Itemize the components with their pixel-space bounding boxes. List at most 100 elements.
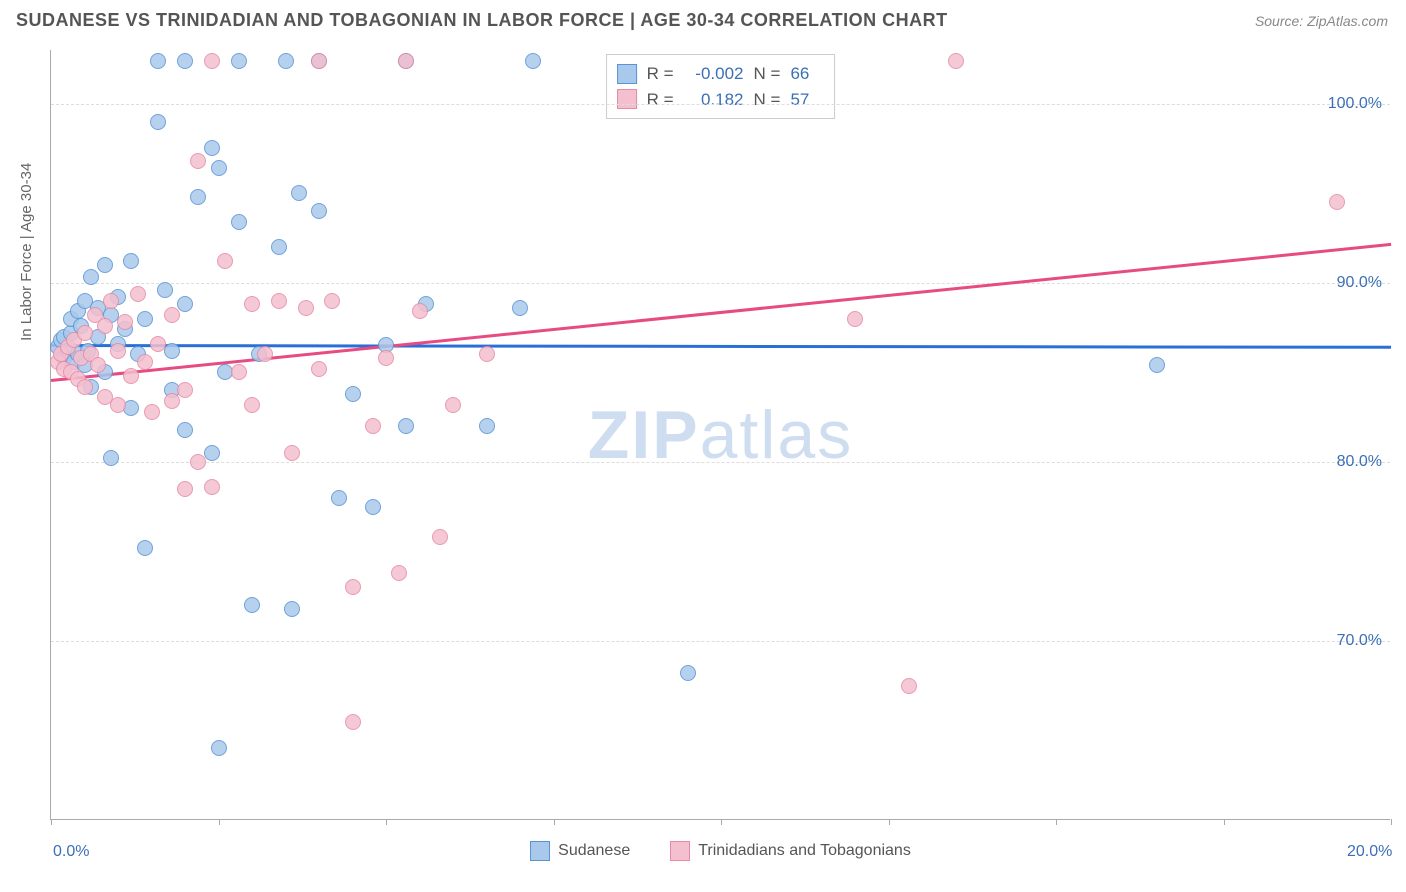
- y-tick-label: 100.0%: [1328, 95, 1382, 113]
- point-sudanese: [157, 282, 173, 298]
- point-sudanese: [231, 53, 247, 69]
- point-trinidadian: [150, 336, 166, 352]
- legend-label: Trinidadians and Tobagonians: [698, 842, 911, 860]
- point-trinidadian: [103, 293, 119, 309]
- point-sudanese: [177, 422, 193, 438]
- legend-item-trinidadian: Trinidadians and Tobagonians: [670, 841, 911, 861]
- gridline-h: [51, 104, 1390, 105]
- stat-r-sudanese: -0.002: [684, 61, 744, 87]
- y-tick-label: 80.0%: [1337, 453, 1382, 471]
- point-sudanese: [190, 189, 206, 205]
- y-tick-label: 90.0%: [1337, 274, 1382, 292]
- point-trinidadian: [123, 368, 139, 384]
- point-trinidadian: [117, 314, 133, 330]
- x-tick: [1224, 819, 1225, 825]
- stat-label-n: N =: [754, 87, 781, 113]
- x-tick-label: 0.0%: [53, 843, 89, 861]
- point-trinidadian: [177, 382, 193, 398]
- point-sudanese: [177, 296, 193, 312]
- point-trinidadian: [164, 393, 180, 409]
- point-sudanese: [291, 185, 307, 201]
- point-trinidadian: [190, 454, 206, 470]
- point-sudanese: [150, 114, 166, 130]
- chart-title: SUDANESE VS TRINIDADIAN AND TOBAGONIAN I…: [16, 10, 948, 31]
- point-trinidadian: [257, 346, 273, 362]
- x-tick: [554, 819, 555, 825]
- point-sudanese: [137, 311, 153, 327]
- stats-row-trinidadian: R = 0.182 N = 57: [617, 87, 821, 113]
- stat-label-n: N =: [754, 61, 781, 87]
- point-trinidadian: [144, 404, 160, 420]
- point-trinidadian: [244, 397, 260, 413]
- point-sudanese: [331, 490, 347, 506]
- point-trinidadian: [847, 311, 863, 327]
- point-trinidadian: [398, 53, 414, 69]
- stat-n-trinidadian: 57: [790, 87, 820, 113]
- point-sudanese: [271, 239, 287, 255]
- swatch-trinidadian: [617, 89, 637, 109]
- point-sudanese: [311, 203, 327, 219]
- trendline-sudanese: [51, 344, 1391, 348]
- stats-row-sudanese: R = -0.002 N = 66: [617, 61, 821, 87]
- point-sudanese: [479, 418, 495, 434]
- point-sudanese: [231, 214, 247, 230]
- point-trinidadian: [271, 293, 287, 309]
- point-trinidadian: [204, 479, 220, 495]
- gridline-h: [51, 283, 1390, 284]
- legend-item-sudanese: Sudanese: [530, 841, 630, 861]
- swatch-sudanese: [617, 64, 637, 84]
- point-trinidadian: [77, 379, 93, 395]
- gridline-h: [51, 462, 1390, 463]
- source-attribution: Source: ZipAtlas.com: [1255, 13, 1388, 29]
- point-trinidadian: [231, 364, 247, 380]
- point-trinidadian: [948, 53, 964, 69]
- point-sudanese: [211, 160, 227, 176]
- x-tick: [1056, 819, 1057, 825]
- point-trinidadian: [90, 357, 106, 373]
- point-sudanese: [525, 53, 541, 69]
- point-sudanese: [345, 386, 361, 402]
- point-sudanese: [123, 253, 139, 269]
- point-trinidadian: [345, 579, 361, 595]
- stat-label-r: R =: [647, 61, 674, 87]
- point-trinidadian: [378, 350, 394, 366]
- point-trinidadian: [324, 293, 340, 309]
- correlation-stats-box: R = -0.002 N = 66 R = 0.182 N = 57: [606, 54, 836, 119]
- point-trinidadian: [284, 445, 300, 461]
- point-trinidadian: [217, 253, 233, 269]
- gridline-h: [51, 641, 1390, 642]
- x-tick: [51, 819, 52, 825]
- point-trinidadian: [130, 286, 146, 302]
- legend-label: Sudanese: [558, 842, 630, 860]
- stat-n-sudanese: 66: [790, 61, 820, 87]
- title-bar: SUDANESE VS TRINIDADIAN AND TOBAGONIAN I…: [0, 0, 1406, 37]
- point-trinidadian: [365, 418, 381, 434]
- point-trinidadian: [311, 361, 327, 377]
- point-sudanese: [97, 257, 113, 273]
- point-trinidadian: [244, 296, 260, 312]
- point-sudanese: [204, 445, 220, 461]
- y-axis-title: In Labor Force | Age 30-34: [18, 163, 35, 341]
- point-trinidadian: [901, 678, 917, 694]
- point-sudanese: [83, 269, 99, 285]
- point-sudanese: [150, 53, 166, 69]
- point-trinidadian: [479, 346, 495, 362]
- legend: Sudanese Trinidadians and Tobagonians: [51, 841, 1390, 861]
- point-trinidadian: [1329, 194, 1345, 210]
- point-sudanese: [284, 601, 300, 617]
- x-tick: [386, 819, 387, 825]
- point-sudanese: [103, 450, 119, 466]
- x-tick-label: 20.0%: [1347, 843, 1392, 861]
- point-trinidadian: [110, 343, 126, 359]
- point-sudanese: [278, 53, 294, 69]
- point-trinidadian: [391, 565, 407, 581]
- point-sudanese: [177, 53, 193, 69]
- point-trinidadian: [137, 354, 153, 370]
- point-sudanese: [512, 300, 528, 316]
- point-trinidadian: [445, 397, 461, 413]
- point-trinidadian: [298, 300, 314, 316]
- trendline-trinidadian: [51, 243, 1391, 382]
- point-trinidadian: [311, 53, 327, 69]
- point-trinidadian: [412, 303, 428, 319]
- point-sudanese: [1149, 357, 1165, 373]
